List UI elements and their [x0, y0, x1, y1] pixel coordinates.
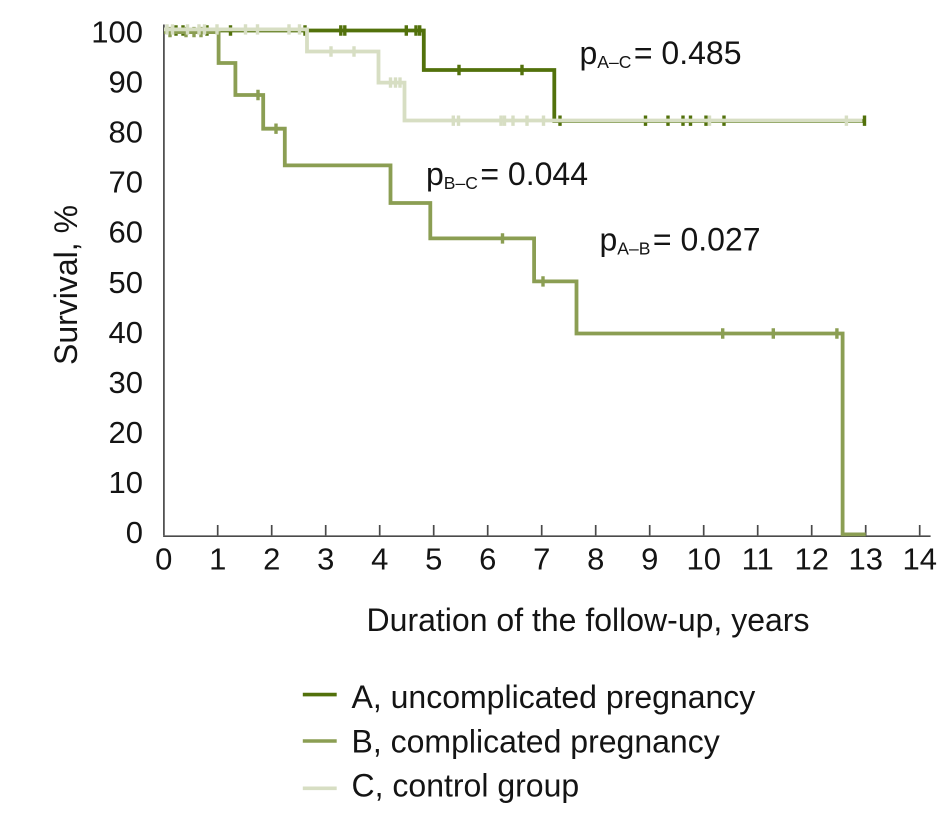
svg-text:B, complicated pregnancy: B, complicated pregnancy [352, 723, 720, 759]
svg-text:0: 0 [155, 542, 172, 577]
svg-text:pA–C= 0.485: pA–C= 0.485 [580, 35, 742, 72]
svg-text:3: 3 [317, 542, 334, 577]
svg-text:13: 13 [848, 542, 882, 577]
svg-text:Survival, %: Survival, % [48, 205, 84, 365]
svg-text:70: 70 [109, 165, 143, 200]
svg-text:80: 80 [109, 115, 143, 150]
svg-text:10: 10 [109, 465, 143, 500]
svg-text:0: 0 [126, 515, 143, 550]
svg-text:6: 6 [479, 542, 496, 577]
svg-text:11: 11 [742, 542, 774, 577]
svg-text:Duration of the follow-up, yea: Duration of the follow-up, years [367, 602, 810, 638]
svg-text:40: 40 [109, 315, 143, 350]
svg-text:10: 10 [686, 542, 720, 577]
svg-text:pA–B= 0.027: pA–B= 0.027 [600, 221, 761, 258]
svg-text:A, uncomplicated pregnancy: A, uncomplicated pregnancy [352, 679, 756, 715]
svg-text:12: 12 [794, 542, 828, 577]
svg-text:9: 9 [641, 542, 658, 577]
svg-text:5: 5 [425, 542, 442, 577]
svg-text:50: 50 [109, 265, 143, 300]
svg-text:7: 7 [533, 542, 550, 577]
svg-text:14: 14 [902, 542, 936, 577]
svg-text:pB–C= 0.044: pB–C= 0.044 [426, 156, 588, 193]
svg-text:90: 90 [109, 65, 143, 100]
svg-text:20: 20 [109, 415, 143, 450]
svg-text:30: 30 [109, 365, 143, 400]
svg-text:100: 100 [91, 15, 143, 50]
svg-text:C, control group: C, control group [352, 768, 580, 804]
svg-text:2: 2 [263, 542, 280, 577]
svg-text:1: 1 [209, 542, 226, 577]
svg-text:8: 8 [587, 542, 604, 577]
svg-text:4: 4 [371, 542, 388, 577]
svg-text:60: 60 [109, 215, 143, 250]
